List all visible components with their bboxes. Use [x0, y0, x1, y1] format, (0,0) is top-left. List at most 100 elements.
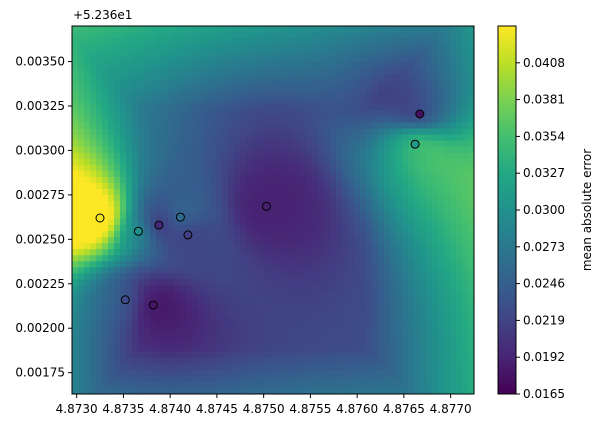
heatmap-cell	[252, 50, 259, 57]
heatmap-cell	[372, 243, 379, 250]
heatmap-cell	[384, 122, 391, 130]
heatmap-cell	[360, 369, 367, 377]
heatmap-cell	[252, 188, 259, 196]
heatmap-cell	[324, 327, 331, 335]
heatmap-cell	[390, 303, 397, 311]
heatmap-cell	[426, 122, 433, 130]
heatmap-cell	[282, 369, 289, 377]
heatmap-cell	[468, 164, 474, 172]
heatmap-cell	[216, 339, 223, 347]
heatmap-cell	[384, 213, 391, 220]
heatmap-cell	[408, 74, 415, 81]
heatmap-cell	[384, 26, 391, 33]
heatmap-cell	[312, 50, 319, 57]
heatmap-cell	[282, 86, 289, 93]
heatmap-cell	[276, 140, 283, 148]
heatmap-cell	[198, 80, 205, 87]
heatmap-cell	[120, 98, 127, 106]
heatmap-cell	[450, 44, 457, 51]
heatmap-cell	[426, 297, 433, 305]
heatmap-cell	[282, 74, 289, 81]
sample-point	[154, 220, 164, 230]
heatmap-cell	[426, 146, 433, 154]
heatmap-cell	[192, 357, 199, 365]
heatmap-cell	[342, 134, 349, 142]
heatmap-cell	[300, 321, 307, 329]
heatmap-cell	[282, 387, 289, 394]
heatmap-cell	[72, 267, 79, 274]
heatmap-cell	[384, 303, 391, 311]
heatmap-cell	[90, 387, 97, 394]
heatmap-cell	[342, 345, 349, 353]
heatmap-cell	[330, 267, 337, 274]
heatmap-cell	[354, 339, 361, 347]
heatmap-cell	[282, 273, 289, 280]
heatmap-cell	[390, 255, 397, 262]
heatmap-cell	[360, 182, 367, 190]
heatmap-cell	[372, 182, 379, 190]
heatmap-cell	[246, 146, 253, 154]
heatmap-cell	[120, 387, 127, 394]
heatmap-cell	[222, 158, 229, 166]
heatmap-cell	[276, 74, 283, 81]
heatmap-cell	[300, 303, 307, 311]
heatmap-cell	[438, 219, 445, 226]
heatmap-cell	[210, 44, 217, 51]
heatmap-cell	[120, 122, 127, 130]
heatmap-cell	[450, 231, 457, 238]
heatmap-cell	[366, 339, 373, 347]
heatmap-cell	[354, 315, 361, 323]
colorbar-ticks: 0.01650.01920.02190.02460.02730.03000.03…	[516, 56, 565, 401]
heatmap-cell	[156, 74, 163, 81]
heatmap-cell	[348, 134, 355, 142]
heatmap-cell	[288, 92, 295, 99]
heatmap-cell	[216, 261, 223, 268]
heatmap-cell	[246, 62, 253, 69]
heatmap-cell	[312, 273, 319, 280]
heatmap-cell	[312, 110, 319, 118]
heatmap-cell	[192, 297, 199, 305]
heatmap-cell	[300, 188, 307, 196]
heatmap-cell	[420, 50, 427, 57]
heatmap-cell	[396, 62, 403, 69]
heatmap-cell	[378, 80, 385, 87]
heatmap-cell	[282, 225, 289, 232]
heatmap-cell	[342, 267, 349, 274]
heatmap-cell	[198, 333, 205, 341]
heatmap-cell	[366, 200, 373, 208]
heatmap-cell	[342, 206, 349, 214]
heatmap-cell	[372, 86, 379, 93]
heatmap-cell	[138, 237, 145, 244]
heatmap-cell	[462, 134, 469, 142]
heatmap-cell	[252, 74, 259, 81]
heatmap-cell	[192, 32, 199, 39]
heatmap-cell	[198, 104, 205, 112]
heatmap-cell	[174, 327, 181, 335]
heatmap-cell	[414, 116, 421, 124]
heatmap-cell	[186, 50, 193, 57]
heatmap-cell	[468, 194, 474, 202]
heatmap-cell	[96, 345, 103, 353]
heatmap-cell	[186, 381, 193, 389]
heatmap-cell	[324, 32, 331, 39]
heatmap-cell	[150, 363, 157, 371]
heatmap-cell	[186, 351, 193, 359]
heatmap-cell	[228, 285, 235, 293]
heatmap-cell	[366, 213, 373, 220]
heatmap-cell	[426, 80, 433, 87]
heatmap-cell	[156, 200, 163, 208]
heatmap-cell	[180, 321, 187, 329]
heatmap-cell	[228, 182, 235, 190]
heatmap-cell	[150, 80, 157, 87]
heatmap-cell	[396, 375, 403, 383]
heatmap-cell	[354, 44, 361, 51]
heatmap-cell	[192, 255, 199, 262]
heatmap-cell	[294, 345, 301, 353]
heatmap-cell	[294, 291, 301, 299]
heatmap-cell	[312, 176, 319, 184]
heatmap-cell	[396, 104, 403, 112]
heatmap-cell	[330, 315, 337, 323]
heatmap-cell	[198, 369, 205, 377]
heatmap-cell	[378, 32, 385, 39]
heatmap-cell	[336, 170, 343, 178]
